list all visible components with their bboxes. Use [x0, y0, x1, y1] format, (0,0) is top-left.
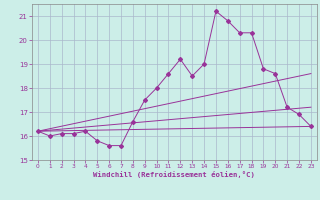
- X-axis label: Windchill (Refroidissement éolien,°C): Windchill (Refroidissement éolien,°C): [93, 171, 255, 178]
